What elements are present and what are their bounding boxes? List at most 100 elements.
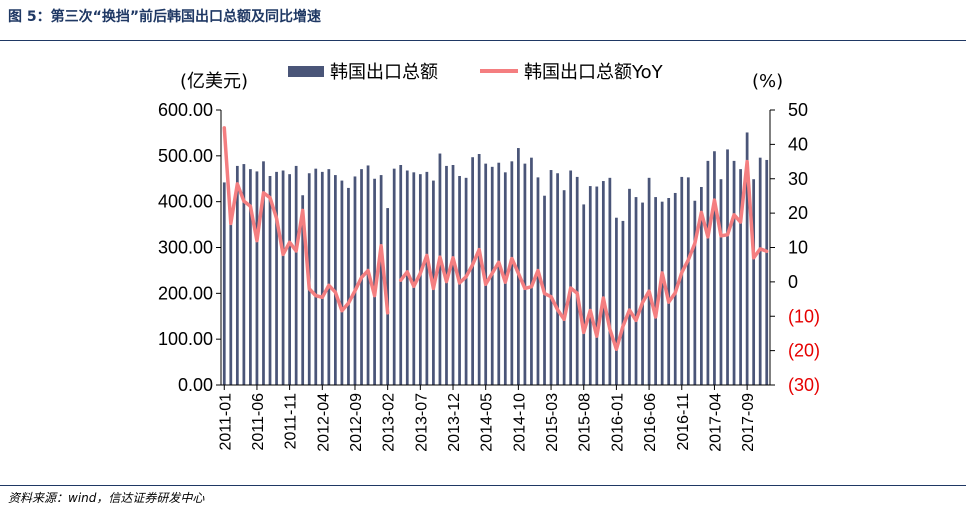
bar	[706, 160, 710, 385]
bar	[235, 165, 239, 385]
bar	[719, 179, 723, 385]
bar	[765, 159, 769, 385]
x-tick-label: 2013-07	[413, 393, 430, 452]
right-tick-label: 50	[788, 100, 808, 120]
bar	[471, 157, 474, 385]
bar	[314, 168, 318, 385]
bar	[392, 168, 396, 385]
bar	[713, 151, 716, 385]
right-tick-label: (10)	[788, 306, 820, 326]
x-tick-label: 2017-04	[707, 393, 724, 452]
x-tick-label: 2014-05	[479, 393, 496, 452]
bar	[405, 170, 409, 385]
legend-bar-swatch	[288, 66, 324, 77]
bar	[517, 148, 520, 385]
left-axis-unit: (亿美元)	[180, 71, 248, 92]
bar	[242, 164, 246, 385]
bar	[615, 217, 618, 385]
bar	[575, 176, 579, 385]
x-tick-label: 2016-01	[609, 393, 626, 452]
bar	[379, 175, 383, 385]
bar	[641, 202, 644, 385]
x-tick-label: 2016-11	[675, 393, 692, 451]
bar	[700, 187, 703, 385]
bar	[327, 169, 331, 386]
x-tick-label: 2017-09	[740, 393, 757, 452]
bar	[621, 220, 625, 385]
bar	[320, 171, 324, 386]
right-tick-label: 10	[788, 238, 808, 258]
right-axis-unit: (%)	[752, 71, 783, 92]
bar	[595, 186, 599, 385]
bar	[647, 177, 651, 385]
x-tick-label: 2015-08	[577, 393, 594, 452]
bar	[268, 176, 272, 385]
left-tick-label: 500.00	[158, 146, 213, 166]
bar	[399, 165, 403, 385]
x-tick-label: 2012-09	[348, 393, 365, 452]
bar	[660, 201, 664, 385]
bar	[294, 165, 298, 385]
bar	[418, 174, 422, 385]
right-tick-label: 40	[788, 134, 808, 154]
bar	[758, 157, 762, 385]
bar	[412, 172, 416, 385]
bar	[353, 176, 357, 385]
bar	[732, 160, 736, 385]
x-tick-label: 2014-10	[511, 393, 528, 452]
bar	[438, 153, 442, 385]
bar	[680, 176, 684, 385]
yoy-line-segment	[222, 126, 390, 315]
left-axis-ticks: 0.00 100.00 200.00 300.00 400.00 500.00 600.00	[158, 100, 221, 395]
x-tick-label: 2011-01	[217, 393, 234, 451]
bar	[301, 195, 305, 385]
x-tick-label: 2012-04	[315, 393, 332, 452]
legend-line-label: 韩国出口总额YoY	[524, 62, 664, 83]
bar	[229, 208, 233, 385]
right-tick-label: 30	[788, 169, 808, 189]
bar	[569, 170, 573, 385]
bar	[549, 170, 553, 385]
x-tick-label: 2015-03	[544, 393, 561, 452]
bar	[588, 186, 592, 385]
bar	[425, 171, 429, 386]
bar	[347, 187, 350, 385]
line-series	[222, 126, 769, 351]
bar	[249, 169, 252, 386]
bar	[255, 171, 259, 385]
bar	[262, 161, 265, 385]
left-tick-label: 600.00	[158, 100, 213, 120]
bar	[536, 177, 540, 386]
yoy-line-segment	[398, 159, 769, 351]
bar	[451, 165, 455, 385]
right-tick-label: 20	[788, 203, 808, 223]
bar	[562, 190, 566, 385]
left-tick-label: 100.00	[158, 329, 213, 349]
right-tick-label: (30)	[788, 375, 820, 395]
bar	[726, 149, 729, 385]
bar	[693, 200, 697, 385]
left-tick-label: 300.00	[158, 238, 213, 258]
footer-divider	[0, 485, 966, 486]
bar	[745, 132, 749, 385]
legend-bar-label: 韩国出口总额	[330, 62, 438, 83]
bar	[477, 154, 481, 385]
bar	[530, 157, 533, 385]
chart: 0.00 100.00 200.00 300.00 400.00 500.00 600.00…	[158, 62, 820, 452]
x-tick-label: 2016-06	[642, 393, 659, 452]
bar	[222, 182, 226, 385]
bar	[281, 170, 285, 385]
bar	[373, 178, 376, 385]
right-axis-ticks: (30) (20) (10) 0 10 20 30 40 50	[770, 100, 820, 395]
left-tick-label: 200.00	[158, 283, 213, 303]
right-tick-label: 0	[788, 272, 798, 292]
bar	[601, 181, 605, 385]
bar	[582, 204, 586, 385]
bar	[556, 173, 559, 385]
bar	[334, 175, 337, 385]
x-axis-ticks: 2011-01 2011-06 2011-11 2012-04 2012-09 2013-…	[217, 385, 757, 452]
bar	[288, 174, 291, 385]
bar	[497, 162, 501, 385]
x-tick-label: 2011-06	[250, 393, 267, 451]
right-tick-label: (20)	[788, 341, 820, 361]
